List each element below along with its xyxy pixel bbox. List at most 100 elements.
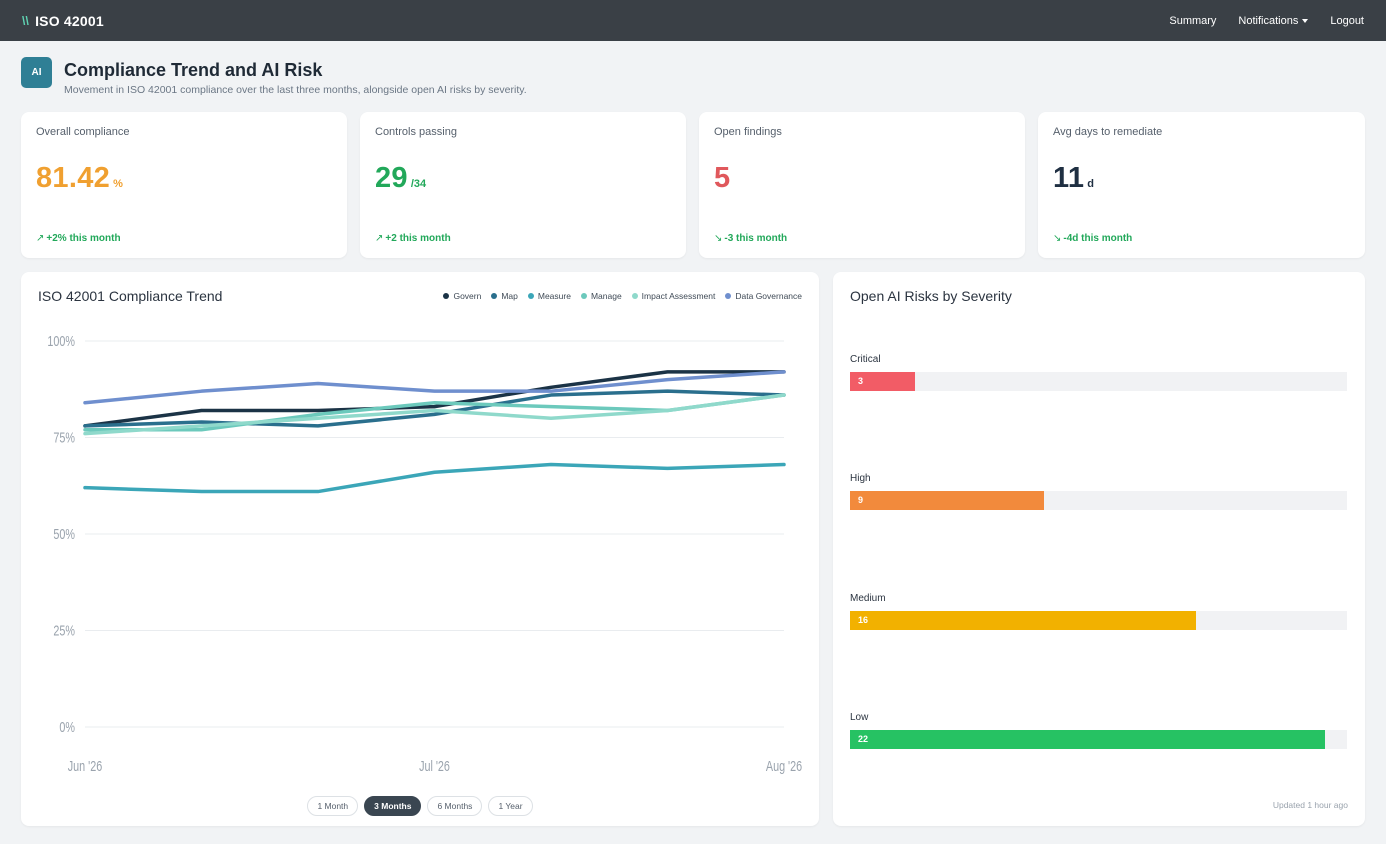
legend-item[interactable]: Impact Assessment	[631, 291, 715, 301]
nav-logout-link[interactable]: Logout	[1330, 14, 1364, 27]
risk-row-medium: Medium 16	[850, 593, 1347, 630]
range-1-year-button[interactable]: 1 Year	[488, 796, 533, 816]
nav-notifications-label: Notifications	[1238, 14, 1299, 27]
series-line-measure[interactable]	[83, 462, 786, 494]
range-1-month-button[interactable]: 1 Month	[307, 796, 359, 816]
y-tick-label: 50%	[53, 525, 75, 542]
kpi-unit: %	[113, 178, 123, 190]
x-tick-label: Aug '26	[766, 757, 802, 774]
kpi-unit: d	[1087, 178, 1094, 190]
brand-name: ISO 42001	[35, 12, 104, 29]
trend-chart-title: ISO 42001 Compliance Trend	[38, 288, 223, 304]
page-header: AI Compliance Trend and AI Risk Movement…	[21, 57, 527, 96]
kpi-delta: ↗ +2% this month	[36, 233, 121, 244]
trend-up-icon: ↗	[36, 233, 45, 244]
risk-label: Low	[850, 712, 869, 723]
legend-item[interactable]: Map	[491, 291, 518, 301]
trend-up-icon: ↗	[375, 233, 384, 244]
risk-bar-track: 16	[850, 611, 1347, 630]
risk-bar-fill: 3	[850, 372, 915, 391]
trend-down-icon: ↘	[714, 233, 723, 244]
kpi-value: 11 d	[1053, 162, 1350, 195]
risk-bar-track: 3	[850, 372, 1347, 391]
risk-bar-track: 22	[850, 730, 1347, 749]
kpi-card-overall-compliance: Overall compliance 81.42 % ↗ +2% this mon…	[21, 112, 347, 258]
page-subtitle: Movement in ISO 42001 compliance over th…	[64, 84, 527, 96]
series-line-impact-assessment[interactable]	[83, 393, 786, 436]
kpi-delta: ↗ +2 this month	[375, 233, 451, 244]
risk-bar-fill: 16	[850, 611, 1196, 630]
kpi-delta-text: +2 this month	[385, 233, 451, 244]
series-line-data-governance[interactable]	[83, 370, 786, 405]
range-3-months-button[interactable]: 3 Months	[364, 796, 422, 816]
kpi-label: Controls passing	[375, 126, 457, 138]
legend-dot-icon	[443, 293, 450, 299]
open-ai-risks-card: Open AI Risks by Severity Critical 3 Hig…	[833, 272, 1365, 826]
kpi-number: 5	[714, 162, 731, 194]
kpi-value: 81.42 %	[36, 162, 332, 195]
legend-item[interactable]: Govern	[443, 291, 481, 301]
risk-label: High	[850, 473, 871, 484]
risk-label: Critical	[850, 354, 881, 365]
brand[interactable]: \\ ISO 42001	[22, 13, 104, 29]
risk-row-critical: Critical 3	[850, 354, 1347, 391]
x-tick-label: Jul '26	[419, 757, 450, 774]
legend-item[interactable]: Manage	[580, 291, 622, 301]
risk-bar-track: 9	[850, 491, 1347, 510]
compliance-trend-chart: 0% 25% 50% 75% 100% Jun '26 Jul '26 Aug '26	[47, 332, 802, 774]
legend-item[interactable]: Data Governance	[725, 291, 802, 301]
page-title: Compliance Trend and AI Risk	[64, 60, 323, 80]
risk-chart-title: Open AI Risks by Severity	[850, 288, 1012, 304]
legend-dot-icon	[631, 293, 638, 299]
series-line-govern[interactable]	[83, 370, 786, 428]
updated-timestamp: Updated 1 hour ago	[1272, 800, 1348, 810]
y-tick-label: 100%	[47, 332, 75, 349]
legend-dot-icon	[725, 293, 732, 299]
kpi-delta-text: -4d this month	[1063, 233, 1133, 244]
compliance-trend-card: 0% 25% 50% 75% 100% Jun '26 Jul '26 Aug '26 ISO…	[21, 272, 819, 826]
legend-label: Map	[501, 291, 518, 301]
y-tick-label: 25%	[53, 622, 75, 639]
nav-links: Summary Notifications Logout	[1169, 15, 1364, 27]
risk-row-low: Low 22	[850, 712, 1347, 749]
risk-label: Medium	[850, 593, 886, 604]
y-tick-label: 75%	[53, 429, 75, 446]
kpi-delta-text: +2% this month	[46, 233, 121, 244]
risk-row-high: High 9	[850, 473, 1347, 510]
legend-label: Data Governance	[735, 291, 802, 301]
legend-item[interactable]: Measure	[527, 291, 571, 301]
kpi-number: 29	[375, 162, 408, 194]
kpi-value: 5	[714, 162, 1010, 195]
trend-down-icon: ↘	[1053, 233, 1062, 244]
kpi-number: 81.42	[36, 162, 111, 194]
series-line-map[interactable]	[83, 389, 786, 428]
legend-dot-icon	[527, 293, 534, 299]
kpi-card-avg-days-remediate: Avg days to remediate 11 d ↘ -4d this mon…	[1038, 112, 1365, 258]
nav-summary-link[interactable]: Summary	[1169, 14, 1217, 27]
y-tick-label: 0%	[59, 718, 75, 735]
risk-bar-fill: 22	[850, 730, 1326, 749]
kpi-value: 29 /34	[375, 162, 671, 195]
kpi-number: 11	[1053, 162, 1085, 194]
kpi-delta-text: -3 this month	[724, 233, 788, 244]
ai-badge-icon: AI	[21, 57, 52, 88]
legend-label: Manage	[590, 291, 622, 301]
kpi-label: Avg days to remediate	[1053, 126, 1163, 138]
range-6-months-button[interactable]: 6 Months	[427, 796, 483, 816]
legend-dot-icon	[580, 293, 587, 299]
kpi-delta: ↘ -4d this month	[1053, 233, 1132, 244]
nav-notifications-dropdown[interactable]: Notifications	[1238, 14, 1309, 27]
legend-label: Govern	[453, 291, 482, 301]
x-tick-label: Jun '26	[68, 757, 102, 774]
chart-legend: Govern Map Measure Manage Impact Assessment D…	[443, 291, 802, 301]
kpi-delta: ↘ -3 this month	[714, 233, 787, 244]
legend-label: Measure	[537, 291, 571, 301]
range-selector: 1 Month 3 Months 6 Months 1 Year	[21, 796, 819, 816]
kpi-label: Overall compliance	[36, 126, 130, 138]
chevron-down-icon	[1302, 18, 1309, 23]
legend-dot-icon	[491, 293, 498, 299]
risk-bar-fill: 9	[850, 491, 1045, 510]
kpi-card-open-findings: Open findings 5 ↘ -3 this month	[699, 112, 1025, 258]
top-navbar: \\ ISO 42001 Summary Notifications Logou…	[0, 0, 1386, 41]
kpi-unit: /34	[410, 178, 427, 190]
